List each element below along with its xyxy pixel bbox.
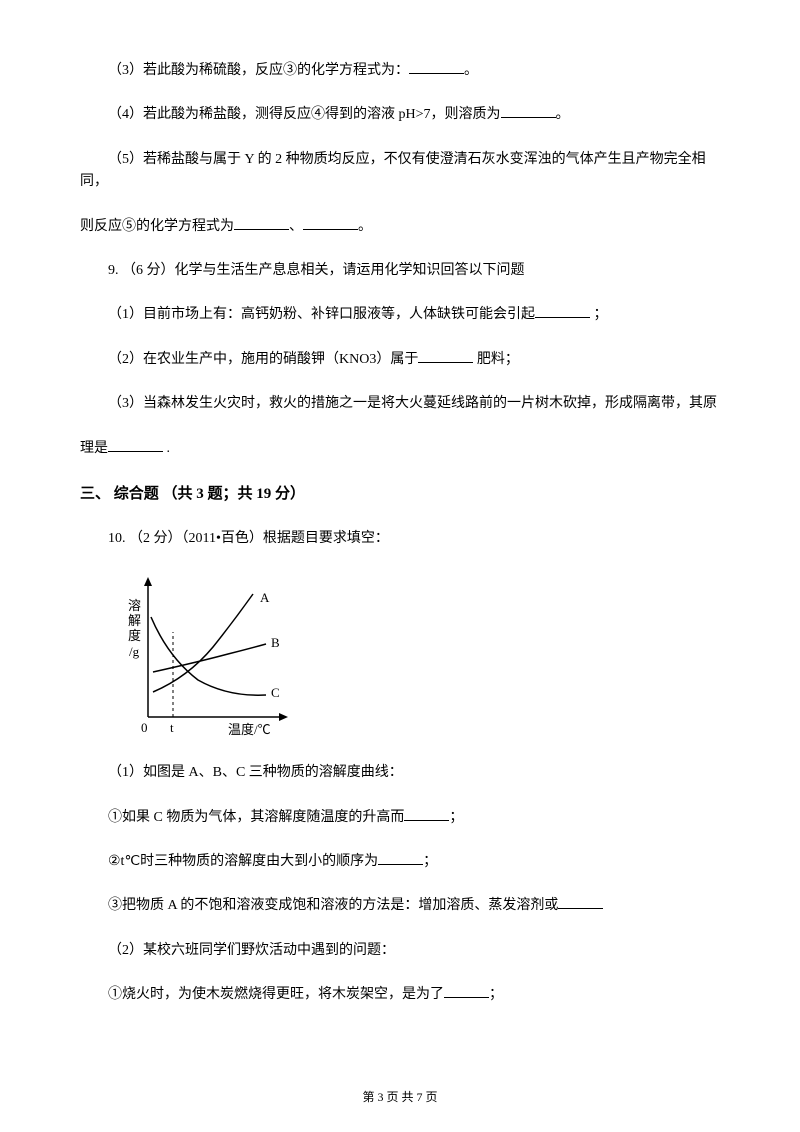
q10-p2-text: （2）某校六班同学们野炊活动中遇到的问题： — [108, 943, 395, 958]
q4-text-a: （4）若此酸为稀盐酸，测得反应④得到的溶液 pH>7，则溶质为 — [108, 107, 501, 122]
q5-text-b: 则反应⑤的化学方程式为 — [80, 219, 234, 234]
x-axis-arrow — [279, 713, 288, 721]
chart-svg: 溶 解 度 /g 温度/℃ 0 t A B C — [108, 572, 298, 742]
q9-p2-a: （2）在农业生产中，施用的硝酸钾（KNO3）属于 — [108, 352, 418, 367]
q3-text-a: （3）若此酸为稀硫酸，反应③的化学方程式为： — [108, 63, 409, 78]
solubility-chart: 溶 解 度 /g 温度/℃ 0 t A B C — [108, 572, 720, 742]
y-label-4: /g — [129, 644, 140, 659]
blank — [378, 851, 423, 865]
q5-text-d: 。 — [358, 219, 372, 234]
blank — [409, 60, 464, 74]
q10-sub4-b: ； — [489, 987, 503, 1002]
q9-p1-b: ； — [590, 307, 608, 322]
y-label-1: 溶 — [128, 598, 141, 613]
q9-intro-text: 9. （6 分）化学与生活生产息息相关，请运用化学知识回答以下问题 — [108, 263, 525, 278]
q10-sub2-b: ； — [423, 854, 437, 869]
q3-text-b: 。 — [464, 63, 478, 78]
blank — [558, 895, 603, 909]
q10-sub3-a: ③把物质 A 的不饱和溶液变成饱和溶液的方法是：增加溶质、蒸发溶剂或 — [108, 898, 558, 913]
q10-sub1-a: ①如果 C 物质为气体，其溶解度随温度的升高而 — [108, 810, 404, 825]
q9-p3-a: （3）当森林发生火灾时，救火的措施之一是将大火蔓延线路前的一片树木砍掉，形成隔离… — [108, 396, 717, 411]
question-9-p3-line1: （3）当森林发生火灾时，救火的措施之一是将大火蔓延线路前的一片树木砍掉，形成隔离… — [80, 393, 720, 415]
q10-sub1-b: ； — [449, 810, 463, 825]
q10-sub2-a: ②t℃时三种物质的溶解度由大到小的顺序为 — [108, 854, 378, 869]
question-10-sub2: ②t℃时三种物质的溶解度由大到小的顺序为 ； — [80, 851, 720, 873]
q5-text-a: （5）若稀盐酸与属于 Y 的 2 种物质均反应，不仅有使澄清石灰水变浑浊的气体产… — [80, 152, 706, 189]
x-label: 温度/℃ — [228, 722, 271, 737]
t-label: t — [170, 720, 174, 735]
question-10-p1: （1）如图是 A、B、C 三种物质的溶解度曲线： — [80, 762, 720, 784]
origin-label: 0 — [141, 720, 148, 735]
curve-a — [153, 594, 253, 692]
section-3-title: 三、 综合题 （共 3 题；共 19 分） — [80, 482, 720, 506]
blank — [535, 304, 590, 318]
footer-text: 第 3 页 共 7 页 — [362, 1090, 437, 1104]
q9-p1-a: （1）目前市场上有：高钙奶粉、补锌口服液等，人体缺铁可能会引起 — [108, 307, 535, 322]
blank — [303, 216, 358, 230]
page-footer: 第 3 页 共 7 页 — [0, 1088, 800, 1107]
question-10-intro: 10. （2 分）（2011•百色）根据题目要求填空： — [80, 528, 720, 550]
y-label-2: 解 — [128, 613, 141, 628]
question-10-sub4: ①烧火时，为使木炭燃烧得更旺，将木炭架空，是为了 ； — [80, 984, 720, 1006]
question-9-intro: 9. （6 分）化学与生活生产息息相关，请运用化学知识回答以下问题 — [80, 260, 720, 282]
label-c: C — [271, 685, 280, 700]
q10-intro-text: 10. （2 分）（2011•百色）根据题目要求填空： — [108, 531, 389, 546]
question-9-p2: （2）在农业生产中，施用的硝酸钾（KNO3）属于 肥料； — [80, 349, 720, 371]
y-axis-arrow — [144, 577, 152, 586]
blank — [404, 807, 449, 821]
question-10-sub3: ③把物质 A 的不饱和溶液变成饱和溶液的方法是：增加溶质、蒸发溶剂或 — [80, 895, 720, 917]
label-a: A — [260, 590, 270, 605]
question-5-line2: 则反应⑤的化学方程式为 、 。 — [80, 216, 720, 238]
question-10-p2: （2）某校六班同学们野炊活动中遇到的问题： — [80, 940, 720, 962]
question-5-line1: （5）若稀盐酸与属于 Y 的 2 种物质均反应，不仅有使澄清石灰水变浑浊的气体产… — [80, 149, 720, 194]
blank — [418, 349, 473, 363]
section3-title-text: 三、 综合题 （共 3 题；共 19 分） — [80, 486, 305, 502]
question-10-sub1: ①如果 C 物质为气体，其溶解度随温度的升高而 ； — [80, 807, 720, 829]
q9-p3-c: . — [163, 441, 170, 456]
label-b: B — [271, 635, 280, 650]
curve-b — [153, 644, 266, 672]
blank — [234, 216, 289, 230]
q5-text-c: 、 — [289, 219, 303, 234]
q9-p3-b: 理是 — [80, 441, 108, 456]
question-4: （4）若此酸为稀盐酸，测得反应④得到的溶液 pH>7，则溶质为 。 — [80, 104, 720, 126]
q4-text-b: 。 — [556, 107, 570, 122]
q10-sub4-a: ①烧火时，为使木炭燃烧得更旺，将木炭架空，是为了 — [108, 987, 444, 1002]
blank — [444, 984, 489, 998]
question-3: （3）若此酸为稀硫酸，反应③的化学方程式为： 。 — [80, 60, 720, 82]
y-label-3: 度 — [128, 628, 141, 643]
q10-p1-text: （1）如图是 A、B、C 三种物质的溶解度曲线： — [108, 765, 403, 780]
question-9-p1: （1）目前市场上有：高钙奶粉、补锌口服液等，人体缺铁可能会引起 ； — [80, 304, 720, 326]
blank — [501, 104, 556, 118]
question-9-p3-line2: 理是 . — [80, 438, 720, 460]
blank — [108, 438, 163, 452]
q9-p2-b: 肥料； — [473, 352, 519, 367]
curve-c — [151, 617, 266, 695]
